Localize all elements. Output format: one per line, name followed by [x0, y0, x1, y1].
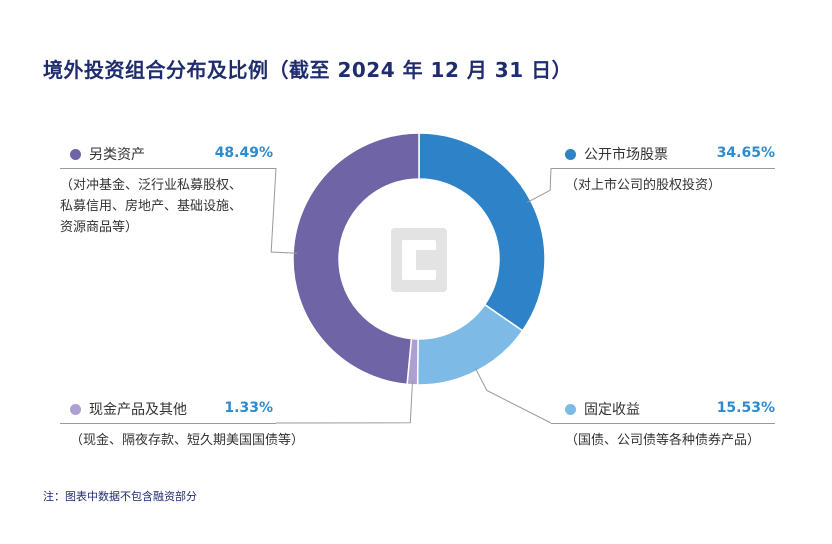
- leader-line-alternatives: [270, 167, 298, 254]
- divider: [60, 423, 276, 424]
- label-alternatives: 另类资产 48.49% （对冲基金、泛行业私募股权、 私募信用、房地产、基础设施…: [60, 143, 273, 238]
- slice-desc-line: （国债、公司债等各种债券产品）: [565, 433, 761, 448]
- legend-dot-alternatives: [70, 148, 81, 160]
- slice-desc-line: （现金、隔夜存款、短久期美国国债等）: [70, 433, 305, 448]
- leader-line-fixed-income: [474, 367, 552, 424]
- chart-title: 境外投资组合分布及比例（截至 2024 年 12 月 31 日）: [43, 58, 573, 82]
- leader-line-public-equity: [526, 167, 552, 203]
- slice-alternatives: [292, 132, 420, 386]
- slice-desc-line: （对冲基金、泛行业私募股权、: [60, 178, 243, 193]
- slice-percent: 15.53%: [716, 400, 775, 416]
- legend-dot-public-equity: [565, 148, 576, 160]
- slice-percent: 34.65%: [716, 145, 775, 161]
- divider: [551, 168, 775, 169]
- slice-name: 固定收益: [584, 402, 640, 418]
- slice-desc-line: 资源商品等）: [60, 220, 139, 235]
- label-public-equity: 公开市场股票 34.65% （对上市公司的股权投资）: [565, 143, 775, 196]
- legend-dot-fixed-income: [565, 403, 576, 415]
- slice-name: 另类资产: [89, 147, 145, 163]
- slice-name: 公开市场股票: [584, 147, 668, 163]
- center-logo: [391, 228, 447, 292]
- slice-percent: 48.49%: [214, 145, 273, 161]
- slice-name: 现金产品及其他: [89, 402, 187, 418]
- slice-public-equity: [418, 132, 546, 332]
- footnote: 注：图表中数据不包含融资部分: [43, 490, 197, 503]
- label-fixed-income: 固定收益 15.53% （国债、公司债等各种债券产品）: [565, 398, 775, 451]
- divider: [551, 423, 775, 424]
- legend-dot-cash: [70, 403, 81, 415]
- slice-desc-line: （对上市公司的股权投资）: [565, 178, 722, 193]
- label-cash: 现金产品及其他 1.33% （现金、隔夜存款、短久期美国国债等）: [70, 398, 305, 451]
- divider: [60, 168, 276, 169]
- leader-line-cash: [275, 380, 414, 424]
- slice-percent: 1.33%: [224, 400, 273, 416]
- slice-desc-line: 私募信用、房地产、基础设施、: [60, 199, 243, 214]
